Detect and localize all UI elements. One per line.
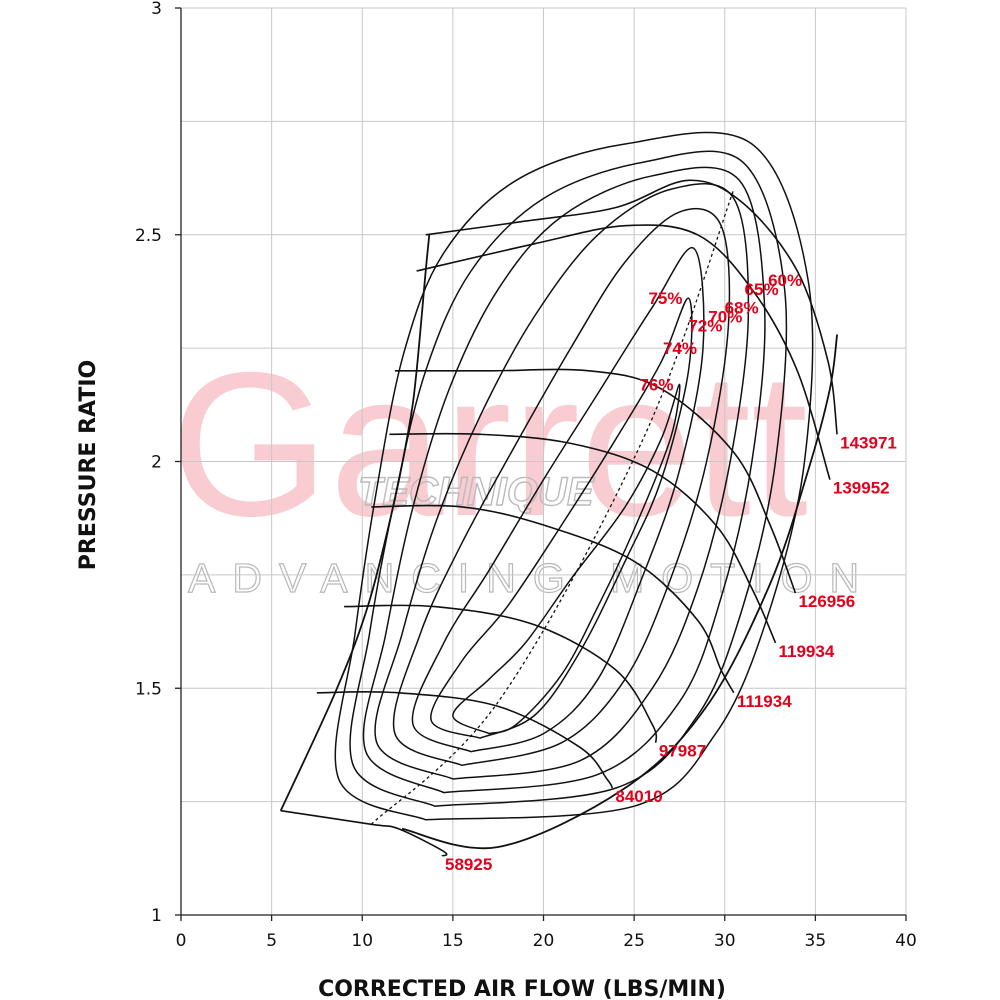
speed-label-126956: 126956	[798, 592, 855, 611]
x-tick-label: 35	[805, 931, 827, 951]
efficiency-island-60pct	[334, 131, 814, 821]
efficiency-label-72pct: 72%	[688, 316, 722, 335]
speed-line-111934	[371, 504, 735, 694]
speed-label-143971: 143971	[840, 433, 897, 452]
x-tick-label: 30	[714, 931, 736, 951]
efficiency-label-65pct: 65%	[745, 280, 779, 299]
x-axis-title: CORRECTED AIR FLOW (LBS/MIN)	[318, 977, 726, 1000]
tick-labels: 0 5 10 15 20 25 30 35 40 1 1.5 2 2.5 3	[135, 0, 917, 951]
speed-label-111934: 111934	[737, 692, 792, 711]
grid	[180, 7, 907, 916]
efficiency-label-70pct: 70%	[708, 307, 742, 326]
efficiency-label-60pct: 60%	[768, 271, 802, 290]
x-tick-label: 25	[623, 931, 645, 951]
curve-labels: 58925 84010 97987 111934 119934 126956 139952 1…	[445, 271, 897, 874]
speed-label-97987: 97987	[659, 742, 706, 761]
peak-efficiency-line	[370, 189, 735, 825]
efficiency-island-75pct	[430, 297, 693, 739]
speed-line-119934	[389, 432, 777, 644]
y-tick-label: 2	[151, 453, 162, 473]
speed-label-84010: 84010	[615, 787, 662, 806]
speed-label-58925: 58925	[445, 855, 492, 874]
efficiency-label-76pct: 76%	[639, 375, 673, 394]
y-tick-label: 1	[151, 906, 162, 926]
surge-line	[279, 234, 431, 812]
y-axis-title: PRESSURE RATIO	[76, 360, 101, 570]
speed-line-84010	[316, 690, 614, 789]
efficiency-label-75pct: 75%	[648, 289, 682, 308]
speed-line-139952	[416, 224, 831, 480]
watermark-brand: Garrett	[170, 330, 808, 559]
speed-line-58925	[280, 809, 448, 857]
efficiency-island-68pct	[362, 166, 766, 794]
efficiency-island-72pct	[392, 207, 731, 767]
efficiency-island-70pct	[374, 182, 750, 780]
x-tick-label: 40	[895, 931, 917, 951]
efficiency-label-68pct: 68%	[725, 298, 759, 317]
y-tick-label: 2.5	[135, 226, 162, 246]
efficiency-island-65pct	[349, 150, 788, 807]
speed-label-119934: 119934	[779, 642, 835, 661]
speed-line-126956	[394, 368, 797, 594]
x-tick-label: 5	[266, 931, 277, 951]
y-tick-label: 3	[151, 0, 162, 19]
x-tick-label: 10	[351, 931, 373, 951]
efficiency-label-74pct: 74%	[663, 339, 697, 358]
speed-line-97987	[344, 604, 658, 743]
efficiency-island-74pct	[411, 246, 705, 753]
speed-line-143971	[425, 179, 838, 435]
y-tick-label: 1.5	[135, 679, 162, 699]
x-tick-label: 15	[442, 931, 464, 951]
choke-line	[401, 334, 838, 850]
x-tick-label: 20	[533, 931, 555, 951]
speed-label-139952: 139952	[833, 479, 890, 498]
efficiency-island-76pct	[452, 383, 681, 735]
x-tick-label: 0	[176, 931, 187, 951]
map-curves	[279, 131, 838, 857]
